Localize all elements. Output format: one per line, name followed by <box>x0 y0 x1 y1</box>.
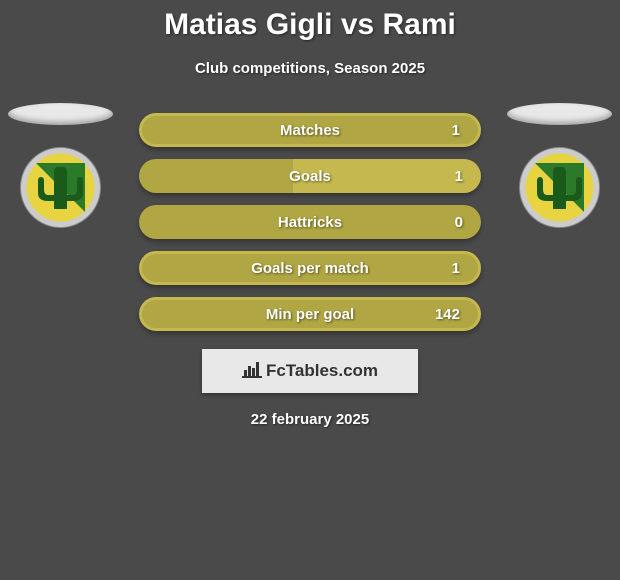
stat-label: Matches <box>142 122 478 139</box>
chart-icon <box>242 360 262 383</box>
stat-row-goals: Goals 1 <box>139 159 481 193</box>
stat-value: 142 <box>435 306 460 323</box>
date-text: 22 february 2025 <box>0 411 620 428</box>
stat-value: 0 <box>455 214 463 231</box>
stat-value: 1 <box>452 260 460 277</box>
brand-box[interactable]: FcTables.com <box>202 349 418 393</box>
stat-label: Min per goal <box>142 306 478 323</box>
stat-label: Hattricks <box>139 214 481 231</box>
player-head-icon <box>507 103 612 125</box>
page-title: Matias Gigli vs Rami <box>0 0 620 42</box>
stat-value: 1 <box>455 168 463 185</box>
stat-row-min-per-goal: Min per goal 142 <box>139 297 481 331</box>
club-badge-right <box>517 145 602 230</box>
subtitle: Club competitions, Season 2025 <box>0 60 620 77</box>
container: Matias Gigli vs Rami Club competitions, … <box>0 0 620 580</box>
stat-row-matches: Matches 1 <box>139 113 481 147</box>
brand-text: FcTables.com <box>266 361 378 381</box>
player-left-avatar <box>8 103 113 230</box>
player-right-avatar <box>507 103 612 230</box>
stat-value: 1 <box>452 122 460 139</box>
stat-label: Goals per match <box>142 260 478 277</box>
stat-label: Goals <box>139 168 481 185</box>
club-badge-left <box>18 145 103 230</box>
stat-row-hattricks: Hattricks 0 <box>139 205 481 239</box>
stats-section: Matches 1 Goals 1 Hattricks 0 Goals per … <box>0 113 620 331</box>
stat-row-goals-per-match: Goals per match 1 <box>139 251 481 285</box>
player-head-icon <box>8 103 113 125</box>
